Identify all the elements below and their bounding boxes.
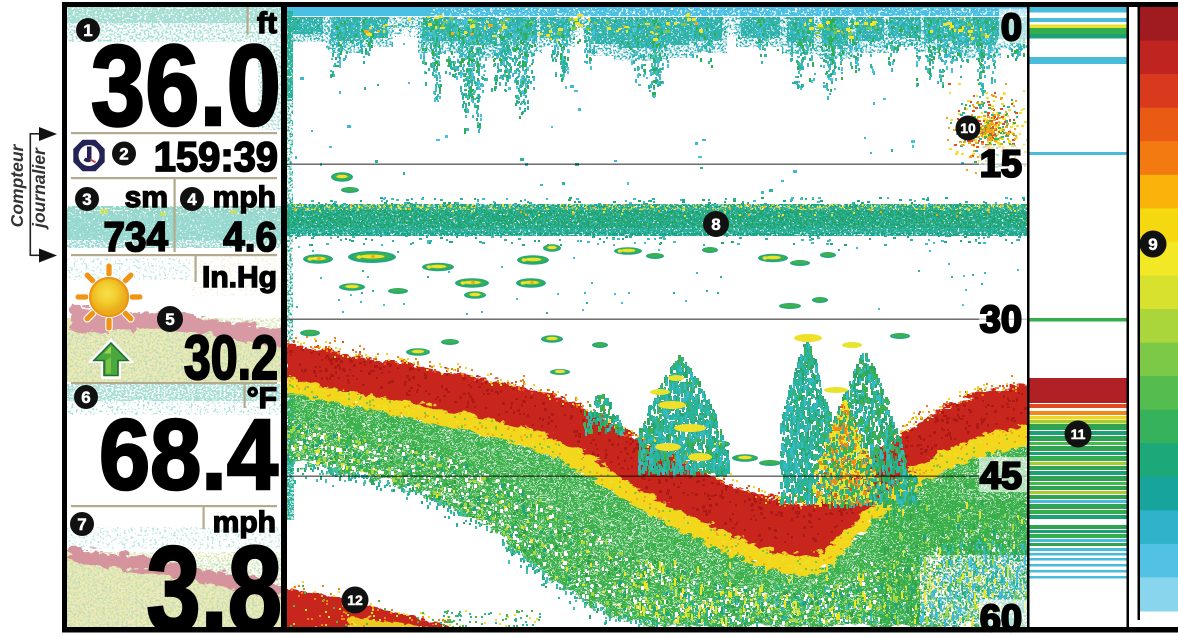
svg-text:4: 4 [187, 190, 197, 209]
svg-text:15: 15 [980, 144, 1022, 186]
svg-text:159:39: 159:39 [154, 133, 278, 180]
svg-text:12: 12 [347, 592, 363, 608]
svg-text:In.Hg: In.Hg [202, 261, 277, 294]
svg-text:ft: ft [257, 7, 277, 40]
svg-text:mph: mph [213, 181, 276, 214]
svg-text:journalier: journalier [29, 147, 49, 230]
svg-text:30.2: 30.2 [184, 323, 278, 392]
svg-text:4.6: 4.6 [223, 212, 277, 260]
svg-text:5: 5 [165, 310, 174, 329]
svg-text:11: 11 [1071, 426, 1086, 442]
svg-text:30: 30 [980, 299, 1022, 341]
svg-text:10: 10 [960, 120, 976, 136]
svg-text:9: 9 [1148, 235, 1157, 254]
svg-text:1: 1 [83, 21, 92, 40]
svg-text:0: 0 [1001, 7, 1022, 49]
svg-text:Compteur: Compteur [7, 143, 27, 227]
svg-text:sm: sm [125, 181, 168, 214]
svg-text:2: 2 [119, 145, 128, 164]
svg-text:6: 6 [81, 388, 90, 407]
svg-text:45: 45 [980, 456, 1022, 498]
svg-text:3: 3 [82, 190, 91, 209]
svg-text:7: 7 [77, 515, 86, 534]
svg-text:°F: °F [247, 382, 277, 415]
svg-text:mph: mph [213, 506, 276, 539]
svg-text:36.0: 36.0 [91, 20, 281, 149]
svg-text:3.8: 3.8 [146, 522, 282, 637]
svg-text:8: 8 [711, 215, 720, 234]
svg-text:734: 734 [104, 212, 169, 260]
svg-text:68.4: 68.4 [99, 399, 278, 510]
